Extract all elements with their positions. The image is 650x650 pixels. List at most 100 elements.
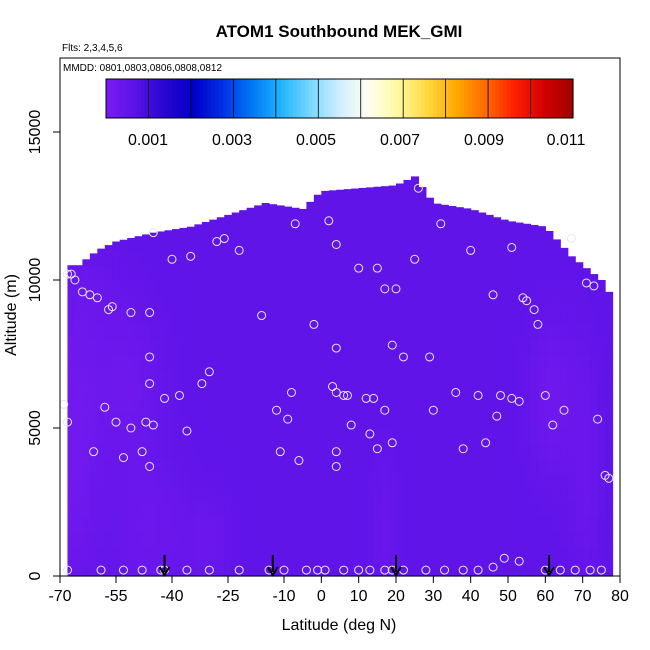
heatmap-cell (522, 487, 531, 503)
heatmap-cell (396, 339, 405, 355)
heatmap-cell (328, 191, 337, 207)
heatmap-cell (366, 398, 375, 414)
heatmap-cell (515, 413, 524, 429)
heatmap-cell (112, 428, 121, 444)
heatmap-cell (306, 457, 315, 473)
heatmap-cell (358, 309, 367, 325)
colorbar-swatch (479, 79, 485, 118)
colorbar-swatch (199, 79, 204, 118)
data-point (275, 447, 285, 457)
heatmap-cell (351, 265, 360, 281)
heatmap-cell (358, 531, 367, 547)
colorbar-tick-label: 0.003 (212, 132, 252, 149)
x-tick-label: -70 (48, 588, 71, 605)
heatmap-cell (209, 219, 218, 222)
heatmap-cell (119, 280, 128, 296)
heatmap-cell (74, 413, 83, 429)
heatmap-cell (522, 324, 531, 340)
heatmap-cell (172, 472, 181, 488)
heatmap-cell (134, 383, 143, 399)
heatmap-cell (306, 531, 315, 547)
heatmap-cell (478, 502, 487, 518)
x-tick-label: 0 (317, 588, 326, 605)
heatmap-cell (306, 294, 315, 311)
heatmap-cell (396, 354, 405, 370)
heatmap-cell (597, 294, 606, 311)
heatmap-cell (545, 368, 554, 385)
heatmap-cell (276, 368, 285, 385)
heatmap-cell (605, 339, 614, 355)
heatmap-cell (291, 442, 300, 459)
heatmap-cell (164, 457, 173, 473)
heatmap-cell (186, 442, 195, 459)
heatmap-cell (560, 413, 569, 429)
heatmap-cell (186, 265, 195, 281)
heatmap-cell (478, 212, 487, 222)
heatmap-cell (134, 546, 143, 562)
heatmap-cell (433, 457, 442, 473)
data-point (522, 296, 532, 306)
heatmap-cell (500, 219, 509, 222)
heatmap-cell (321, 191, 330, 207)
heatmap-cell (381, 428, 390, 444)
heatmap-cell (582, 516, 591, 533)
heatmap-cell (164, 383, 173, 399)
heatmap-cell (373, 191, 382, 207)
heatmap-cell (216, 339, 225, 355)
heatmap-cell (82, 398, 91, 414)
heatmap-cell (590, 274, 599, 281)
heatmap-cell (530, 224, 539, 237)
heatmap-cell (231, 428, 240, 444)
heatmap-cell (366, 442, 375, 459)
heatmap-cell (403, 206, 412, 222)
heatmap-cell (216, 280, 225, 296)
heatmap-cell (455, 516, 464, 533)
heatmap-cell (403, 531, 412, 547)
heatmap-cell (134, 428, 143, 444)
heatmap-cell (239, 294, 248, 311)
colorbar-swatch (386, 79, 391, 118)
heatmap-cell (134, 398, 143, 414)
arrow-marker (266, 555, 279, 577)
colorbar-swatch (549, 79, 555, 118)
heatmap-cell (321, 516, 330, 533)
heatmap-cell (343, 502, 352, 518)
colorbar-swatch (168, 79, 173, 118)
heatmap-cell (425, 294, 434, 311)
heatmap-cell (313, 294, 322, 311)
heatmap-cell (433, 354, 442, 370)
heatmap-cell (425, 398, 434, 414)
heatmap-cell (172, 546, 181, 562)
heatmap-cell (351, 220, 360, 237)
heatmap-cell (530, 265, 539, 281)
heatmap-cell (545, 487, 554, 503)
heatmap-cell (425, 324, 434, 340)
colorbar-swatch (518, 79, 524, 118)
arrow-marker (158, 555, 171, 577)
heatmap-cell (276, 531, 285, 547)
heatmap-cell (410, 502, 419, 518)
heatmap-cell (493, 250, 502, 266)
heatmap-cell (209, 502, 218, 518)
heatmap-cell (590, 354, 599, 370)
heatmap-cell (276, 280, 285, 296)
heatmap-cell (373, 339, 382, 355)
heatmap-cell (254, 339, 263, 355)
heatmap-cell (493, 220, 502, 237)
heatmap-cell (164, 472, 173, 488)
heatmap-cell (448, 309, 457, 325)
data-point (473, 390, 483, 400)
colorbar-swatch (156, 79, 162, 118)
heatmap-cell (552, 239, 561, 251)
heatmap-cell (590, 280, 599, 296)
heatmap-cell (291, 280, 300, 296)
observation-points (59, 183, 614, 575)
heatmap-cell (433, 428, 442, 444)
heatmap-cell (328, 413, 337, 429)
colorbar-swatch (187, 79, 193, 118)
heatmap-cell (515, 222, 524, 237)
heatmap-cell (104, 309, 113, 325)
heatmap-cell (410, 324, 419, 340)
heatmap-cell (112, 546, 121, 562)
data-point (313, 565, 323, 575)
